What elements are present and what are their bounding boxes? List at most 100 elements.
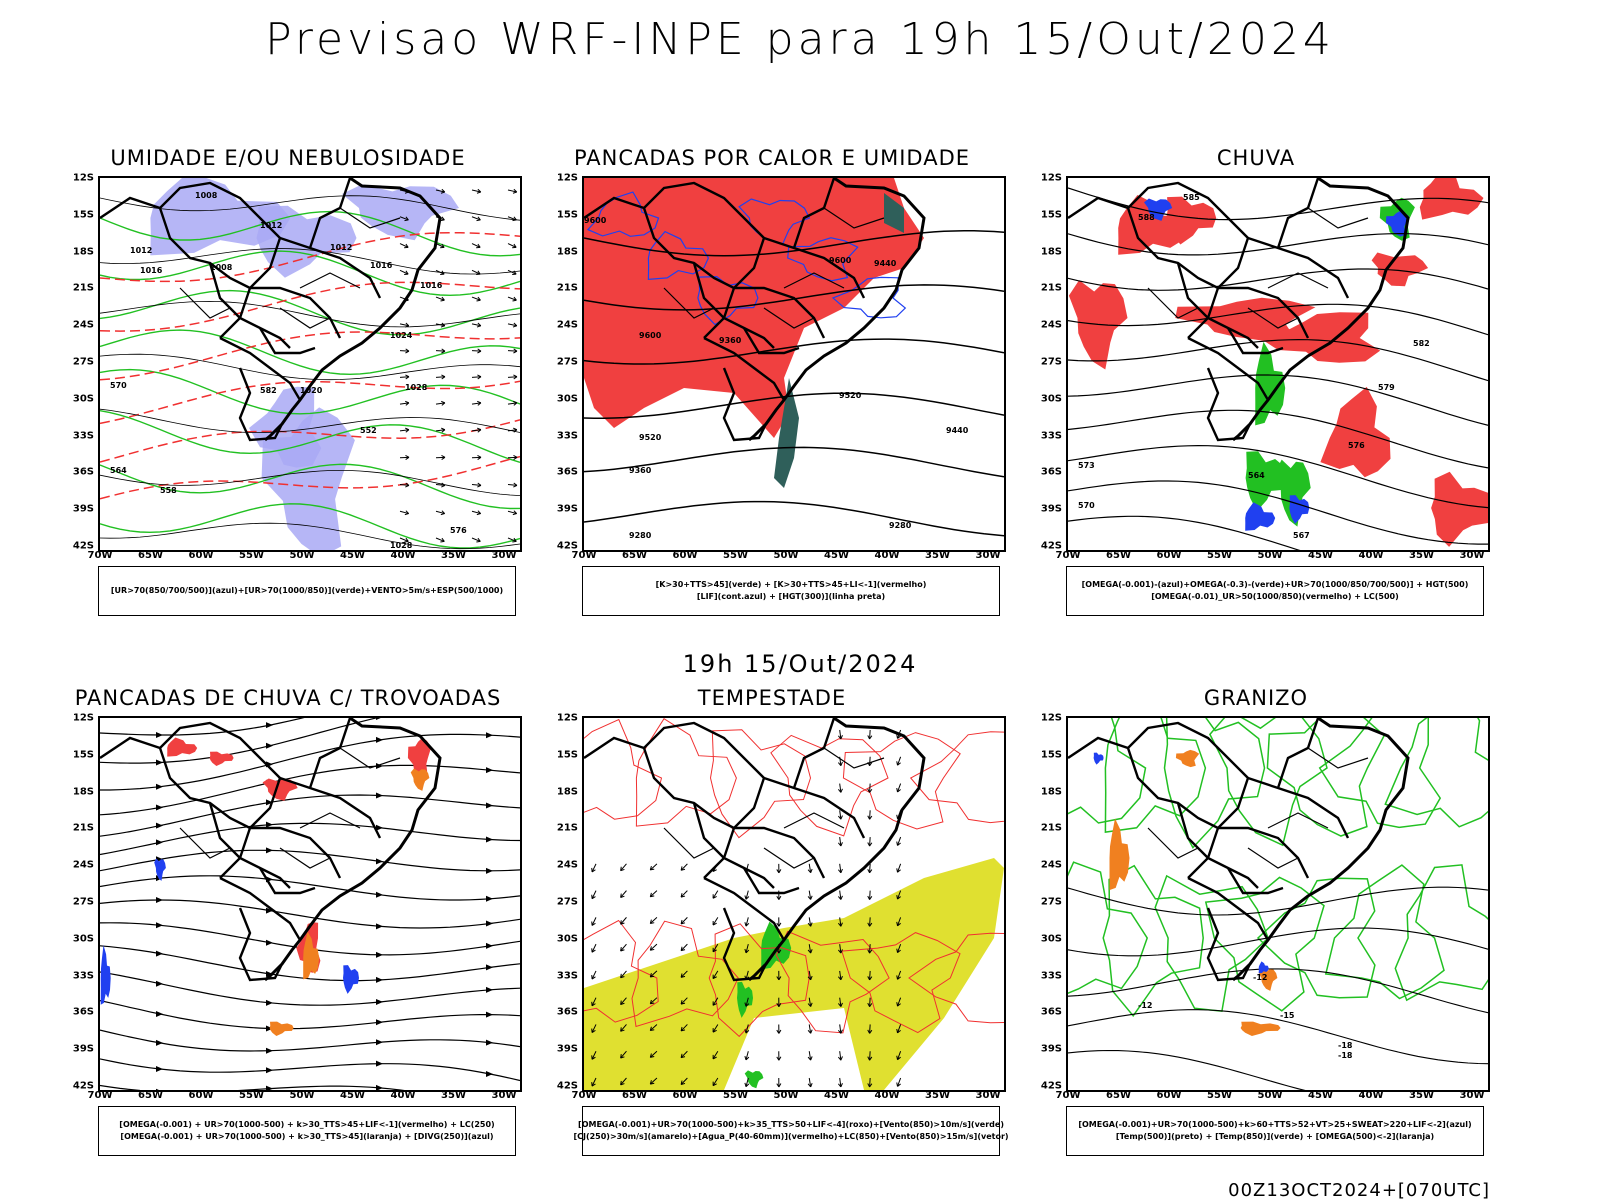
lon-tick-label: 35W [441,1090,466,1101]
wind-arrow [400,270,408,274]
streamline-arrowhead [156,732,163,738]
lat-tick-label: 33S [1041,430,1062,441]
contour-label: 1016 [370,261,393,270]
contour-label: 567 [1293,531,1310,540]
streamline-arrowhead [486,943,493,949]
lat-tick-label: 12S [557,173,578,184]
streamline-arrowhead [486,803,493,809]
temp500-contour [1068,928,1488,956]
streamline-arrowhead [376,952,383,958]
wind-arrow [650,891,657,897]
hgt500-contour [1068,410,1488,468]
streamline-arrowhead [156,823,163,829]
lon-tick-label: 45W [340,550,365,561]
lon-tick-label: 70W [88,550,113,561]
temp500-contour [1068,1051,1488,1091]
shaded-area [1241,1022,1281,1036]
wind-arrow [897,757,901,765]
lat-tick-label: 27S [557,897,578,908]
lon-tick-label: 50W [290,1090,315,1101]
lat-tick-label: 24S [557,320,578,331]
streamline-arrowhead [486,767,493,773]
wind-arrow [472,244,480,248]
lon-tick-label: 45W [340,1090,365,1101]
wind-arrow [472,511,481,515]
lon-tick-label: 55W [723,1090,748,1101]
wind-arrow [400,349,409,353]
wind-arrow [436,375,445,379]
wind-arrow [681,864,687,870]
wind-arrow [472,297,480,301]
wind-arrow [745,917,749,926]
streamline-arrowhead [376,737,383,743]
lat-tick-label: 36S [1041,1007,1062,1018]
panel-title: PANCADAS POR CALOR E UMIDADE [532,146,1012,170]
wind-arrow [472,189,481,193]
temp850-contour [1326,865,1444,998]
wind-arrow [400,455,409,459]
streamline-arrowhead [266,722,273,728]
water-contour [911,732,1004,823]
lat-tick-label: 24S [73,860,94,871]
lon-tick-label: 30W [1460,550,1485,561]
shaded-area [270,1022,294,1036]
legend-line: [UR>70(850/700/500)](azul)+[UR>70(1000/8… [111,585,503,597]
shaded-area [1245,502,1275,531]
wind-arrow [436,401,445,405]
streamline-arrowhead [156,981,163,987]
lat-tick-label: 27S [73,897,94,908]
lat-tick-label: 36S [73,467,94,478]
contour-label: 1028 [390,541,413,550]
contour-label: 573 [1078,461,1095,470]
wind-arrow [838,810,842,819]
wind-arrow [400,401,409,405]
country-border [1068,723,1248,878]
contour-label: 585 [1183,193,1200,202]
lat-tick-label: 39S [73,1044,94,1055]
pressure-contour [100,301,520,327]
wind-arrow [472,538,480,542]
lat-tick-label: 33S [557,970,578,981]
wind-arrow [472,455,481,459]
lat-tick-label: 21S [73,823,94,834]
forecast-map [98,716,522,1092]
streamline-arrowhead [156,897,163,903]
contour-label: 576 [450,526,467,535]
lon-tick-label: 40W [875,550,900,561]
wind-arrow [508,323,517,327]
lat-tick-label: 33S [73,970,94,981]
lat-tick-label: 33S [1041,970,1062,981]
lat-tick-label: 21S [557,283,578,294]
lon-tick-label: 50W [1258,1090,1283,1101]
lat-tick-label: 12S [1041,173,1062,184]
state-border [1268,273,1328,288]
state-border [664,828,714,858]
lat-tick-label: 15S [73,749,94,760]
contour-label: 1008 [210,263,233,272]
lat-tick-label: 18S [557,246,578,257]
streamline-arrowhead [156,839,163,845]
lon-tick-label: 35W [1409,550,1434,561]
temp850-contour [1385,718,1488,827]
shaded-area [1176,750,1199,767]
contour-label: 9600 [639,331,662,340]
wind-arrow [508,375,517,379]
streamline-arrowhead [156,1066,163,1072]
shaded-area [1094,753,1104,765]
forecast-map: -12-12-15-18-18 [1066,716,1490,1092]
legend-line: [Temp(500)](preto) + [Temp(850)](verde) … [1116,1131,1434,1143]
lat-tick-label: 39S [73,504,94,515]
lat-tick-label: 39S [1041,504,1062,515]
contour-label: -18 [1338,1051,1353,1060]
contour-label: 1012 [330,243,352,252]
lat-tick-label: 36S [557,1007,578,1018]
wind-arrow [436,349,445,353]
country-border [1248,778,1348,838]
lon-tick-label: 40W [391,1090,416,1101]
lat-tick-label: 18S [73,246,94,257]
contour-label: 9360 [629,466,652,475]
